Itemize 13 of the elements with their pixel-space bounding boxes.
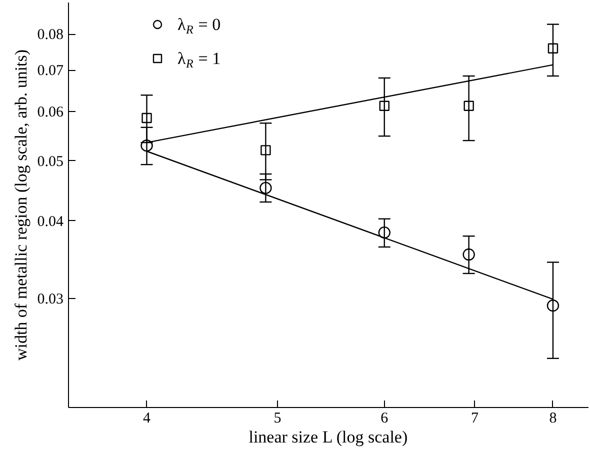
x-tick-label: 8 (549, 410, 557, 426)
y-tick-label: 0.03 (37, 291, 64, 308)
x-tick-label: 7 (470, 410, 479, 426)
y-tick-label: 0.04 (37, 214, 64, 230)
x-tick-label: 4 (143, 410, 152, 426)
y-tick-label: 0.06 (37, 104, 64, 121)
x-tick-label: 5 (274, 410, 282, 426)
x-axis-title: linear size L (log scale) (248, 428, 408, 446)
x-tick-label: 6 (380, 410, 389, 426)
y-tick-label: 0.07 (37, 63, 64, 80)
y-axis-title: width of metallic region (log scale, arb. units) (11, 49, 30, 361)
y-tick-label: 0.05 (37, 154, 64, 170)
y-tick-label: 0.08 (37, 27, 64, 44)
